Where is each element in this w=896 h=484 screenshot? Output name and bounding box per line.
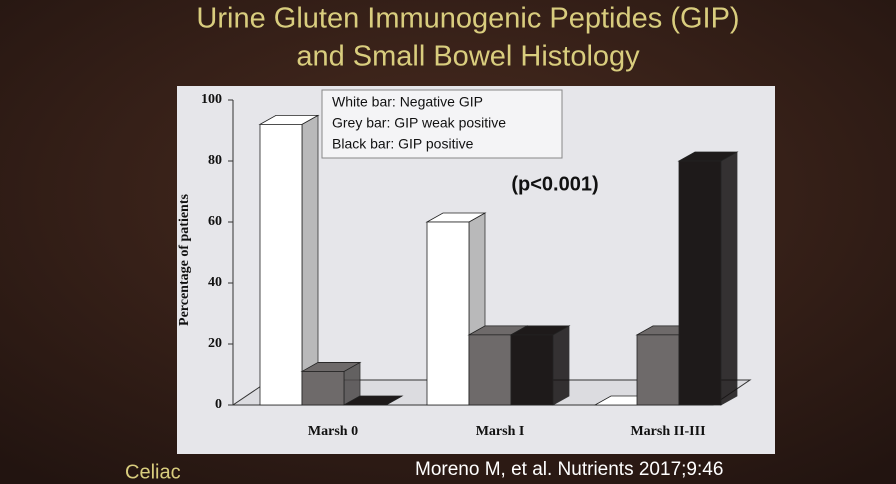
bar [510, 334, 554, 406]
bar-side [720, 151, 738, 406]
bar [636, 334, 680, 406]
legend-entry: Black bar: GIP positive [332, 136, 474, 152]
x-tick-label: Marsh II-III [630, 424, 705, 439]
chart-subtitle: and Small Bowel Histology [296, 41, 640, 73]
footer-left: Celiac [125, 461, 181, 483]
bar-side [552, 325, 570, 406]
bar [678, 160, 722, 406]
bar [468, 334, 512, 406]
chart-title: Urine Gluten Immunogenic Peptides (GIP) [196, 3, 739, 35]
legend-entry: Grey bar: GIP weak positive [332, 115, 506, 131]
y-tick-label: 20 [208, 336, 222, 351]
bar [426, 221, 470, 406]
y-tick-label: 0 [215, 397, 222, 412]
bar-side [301, 114, 319, 406]
bar [259, 124, 303, 406]
bar-top [342, 395, 404, 406]
annotation: (p<0.001) [511, 173, 598, 195]
y-tick-label: 60 [208, 214, 222, 229]
x-tick-label: Marsh 0 [308, 424, 358, 439]
legend-box [321, 89, 563, 159]
citation: Moreno M, et al. Nutrients 2017;9:46 [415, 459, 723, 480]
y-axis-label: Percentage of patients [177, 193, 192, 325]
y-tick-label: 100 [201, 92, 222, 107]
y-tick-label: 80 [208, 153, 222, 168]
bar [301, 371, 345, 406]
legend-entry: White bar: Negative GIP [332, 94, 483, 110]
x-tick-label: Marsh I [476, 424, 525, 439]
y-tick-label: 40 [208, 275, 222, 290]
